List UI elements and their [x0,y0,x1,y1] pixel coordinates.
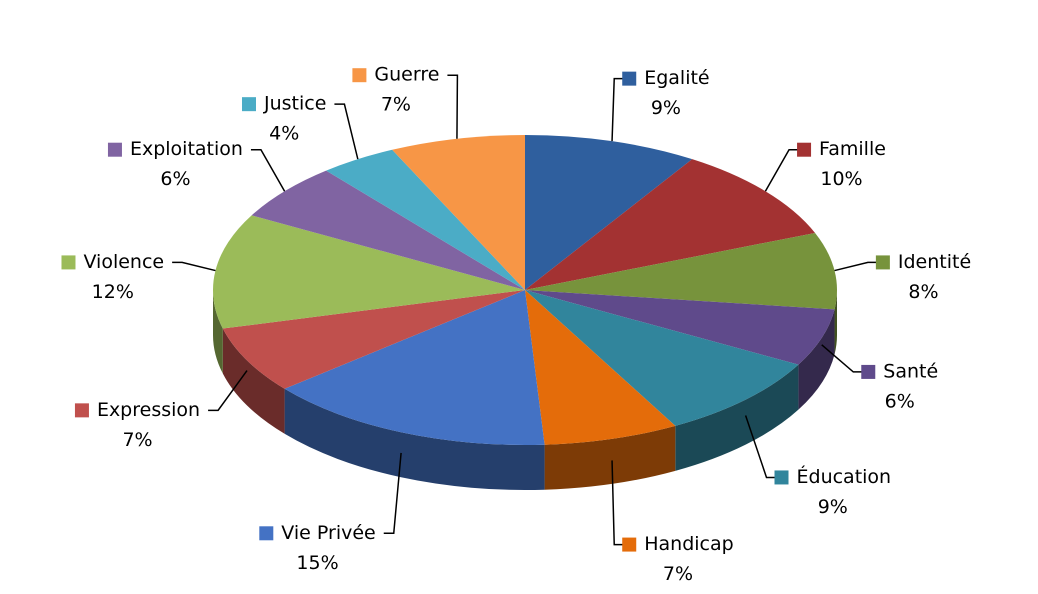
pie-slice [525,232,838,310]
leader-line [334,103,359,160]
leader-line [764,148,800,192]
value-label: 7% [122,429,152,451]
value-label: 8% [908,281,938,303]
legend-swatch [861,364,876,379]
leader-line [821,344,864,373]
value-label: 15% [296,552,338,574]
legend-swatch [352,68,367,83]
pie-side [675,364,799,471]
pie-slice [251,170,525,290]
legend-swatch [61,255,76,270]
category-label: Exploitation [130,138,243,160]
leader-line [172,261,216,272]
pie-side [284,388,545,490]
pie-slice [284,290,545,445]
category-label: Famille [819,138,886,160]
legend-swatch [622,71,637,86]
value-label: 4% [269,123,299,145]
pie-side [213,290,223,374]
pie-side [834,290,837,355]
legend-swatch [774,470,789,485]
leader-line [250,148,286,192]
legend-swatch [259,526,274,541]
legend-swatch [241,97,256,112]
category-label: Vie Privée [281,522,375,544]
category-label: Éducation [797,465,892,488]
value-label: 9% [651,97,681,119]
category-label: Justice [263,93,326,115]
value-label: 7% [663,563,693,585]
pie-slice [222,290,525,389]
leader-line [208,370,248,412]
category-label: Egalité [644,67,709,89]
pie-side [544,425,676,490]
pie-slice [525,290,799,426]
leader-line [611,77,625,142]
category-label: Violence [83,251,164,273]
value-label: 6% [885,390,915,412]
legend-swatch [875,255,890,270]
pie-slice [213,215,525,329]
value-label: 9% [818,496,848,518]
leader-line [834,261,878,272]
leader-line [383,452,402,535]
category-label: Handicap [644,533,733,555]
category-label: Expression [97,399,200,421]
legend-swatch [74,403,89,418]
category-label: Identité [898,251,971,273]
legend-swatch [622,537,637,552]
pie-slice [392,135,525,290]
leader-line [611,460,625,546]
pie-side [222,328,285,434]
value-label: 7% [381,94,411,116]
value-label: 12% [92,281,134,303]
legend-swatch [107,142,122,157]
legend-swatch [797,142,812,157]
leader-line [447,74,459,139]
pie-slice [525,290,676,445]
category-label: Santé [883,360,938,382]
pie-slice [525,135,693,290]
category-label: Guerre [374,64,439,86]
pie-side [798,309,835,410]
pie-slice [525,290,835,365]
leader-line [744,415,777,479]
value-label: 10% [820,168,862,190]
pie-slice [326,149,525,290]
pie-slice [525,159,816,290]
value-label: 6% [160,168,190,190]
